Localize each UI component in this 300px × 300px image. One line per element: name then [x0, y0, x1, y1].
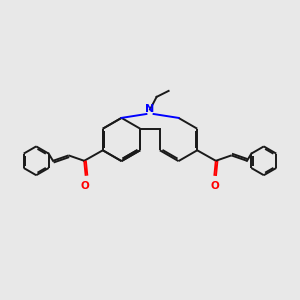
- Text: O: O: [81, 181, 89, 191]
- Text: O: O: [211, 181, 219, 191]
- Text: N: N: [146, 104, 154, 115]
